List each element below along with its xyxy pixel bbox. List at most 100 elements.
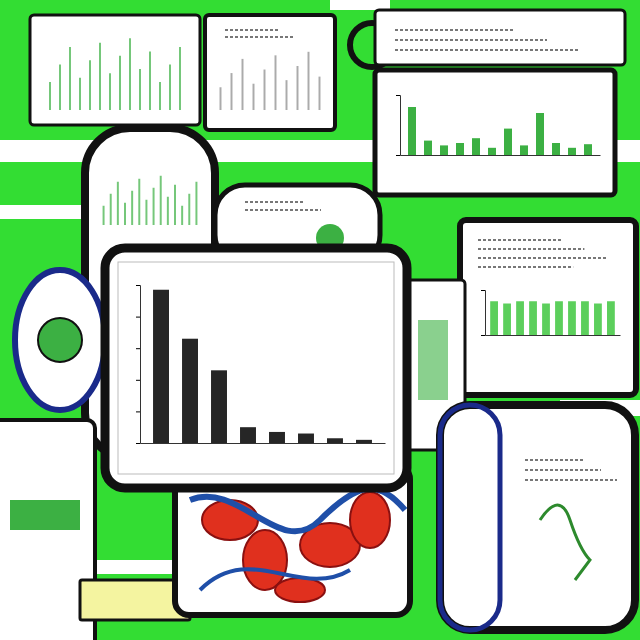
sketch-line bbox=[181, 206, 183, 225]
x-axis bbox=[486, 335, 621, 336]
axis-line bbox=[481, 291, 486, 336]
bar bbox=[516, 301, 524, 335]
tick-mark bbox=[136, 285, 140, 286]
chart bbox=[396, 96, 601, 156]
scribble bbox=[225, 36, 293, 38]
sketch-line bbox=[119, 56, 121, 110]
bar bbox=[327, 438, 343, 443]
x-axis bbox=[141, 443, 386, 444]
red-shape bbox=[350, 492, 390, 548]
sketch-line bbox=[138, 179, 140, 225]
sketch-line bbox=[103, 206, 105, 225]
panel bbox=[30, 15, 200, 125]
sketch-line bbox=[253, 84, 255, 110]
sketch-figure bbox=[540, 505, 590, 580]
sketch-line bbox=[167, 197, 169, 225]
axis-line bbox=[401, 155, 601, 156]
sketch-line bbox=[308, 52, 310, 110]
bar bbox=[536, 113, 544, 155]
tick-mark bbox=[396, 155, 400, 156]
sketch-line bbox=[188, 194, 190, 225]
tick-mark bbox=[396, 95, 400, 96]
blob bbox=[15, 270, 105, 410]
sketch-block bbox=[10, 500, 80, 530]
chart bbox=[481, 291, 621, 336]
sketch-line bbox=[160, 176, 162, 225]
tick-mark bbox=[136, 411, 140, 412]
scribble bbox=[525, 459, 585, 461]
panel bbox=[375, 70, 615, 195]
red-shape bbox=[275, 578, 325, 602]
red-shape bbox=[243, 530, 287, 590]
sketch-line bbox=[129, 38, 131, 110]
sketch-block bbox=[418, 320, 448, 400]
bar bbox=[240, 427, 256, 443]
plot-frame bbox=[118, 262, 394, 474]
sketch-line bbox=[139, 69, 141, 110]
tick bbox=[136, 317, 140, 318]
bar bbox=[503, 304, 511, 336]
sketch-line bbox=[297, 66, 299, 110]
tick bbox=[481, 335, 485, 336]
bar bbox=[552, 143, 560, 155]
panel bbox=[440, 405, 635, 630]
sketch-line bbox=[179, 47, 181, 110]
tick-mark bbox=[481, 335, 485, 336]
y-axis bbox=[396, 96, 401, 156]
sketch-line bbox=[195, 182, 197, 225]
sketch-line bbox=[319, 77, 321, 110]
sketch-line bbox=[145, 200, 147, 225]
sketch-line bbox=[286, 80, 288, 110]
background bbox=[0, 0, 640, 640]
bar bbox=[269, 432, 285, 443]
bar bbox=[356, 440, 372, 443]
scribble bbox=[478, 248, 584, 250]
panel bbox=[460, 220, 636, 395]
scribble bbox=[395, 39, 547, 41]
scribble bbox=[395, 29, 515, 31]
sketch-line bbox=[242, 59, 244, 110]
tick bbox=[136, 285, 140, 286]
sketch-line bbox=[275, 55, 277, 110]
blue-curve bbox=[200, 569, 350, 590]
sketch-line bbox=[169, 65, 171, 110]
scribble bbox=[225, 29, 279, 31]
outline bbox=[440, 405, 500, 630]
sketch-line bbox=[49, 82, 51, 110]
y-axis bbox=[136, 286, 141, 444]
collage bbox=[0, 0, 640, 640]
bar bbox=[408, 107, 416, 155]
scribble bbox=[525, 469, 601, 471]
tick bbox=[481, 290, 485, 291]
tick-mark bbox=[136, 443, 140, 444]
sketch-line bbox=[149, 51, 151, 110]
bar bbox=[584, 144, 592, 155]
tick bbox=[396, 155, 400, 156]
bar bbox=[504, 129, 512, 155]
sketch-line bbox=[159, 82, 161, 110]
tick bbox=[136, 348, 140, 349]
panel bbox=[205, 15, 335, 130]
sketch-line bbox=[79, 78, 81, 110]
bars bbox=[490, 301, 615, 335]
bar bbox=[490, 301, 498, 335]
tick-mark bbox=[136, 317, 140, 318]
scribble bbox=[478, 266, 573, 268]
tick bbox=[136, 443, 140, 444]
x-axis bbox=[401, 155, 601, 156]
bar bbox=[568, 301, 576, 335]
bar bbox=[529, 301, 537, 335]
bar bbox=[488, 148, 496, 155]
sketch-line bbox=[174, 185, 176, 225]
tick bbox=[396, 95, 400, 96]
panel bbox=[375, 10, 625, 65]
tick-mark bbox=[136, 380, 140, 381]
sketch-line bbox=[89, 60, 91, 110]
y-axis bbox=[481, 291, 486, 336]
bar bbox=[542, 304, 550, 336]
scribble bbox=[395, 49, 579, 51]
scribble bbox=[245, 201, 305, 203]
sketch-line bbox=[231, 73, 233, 110]
tick bbox=[136, 380, 140, 381]
sketch-line bbox=[109, 73, 111, 110]
